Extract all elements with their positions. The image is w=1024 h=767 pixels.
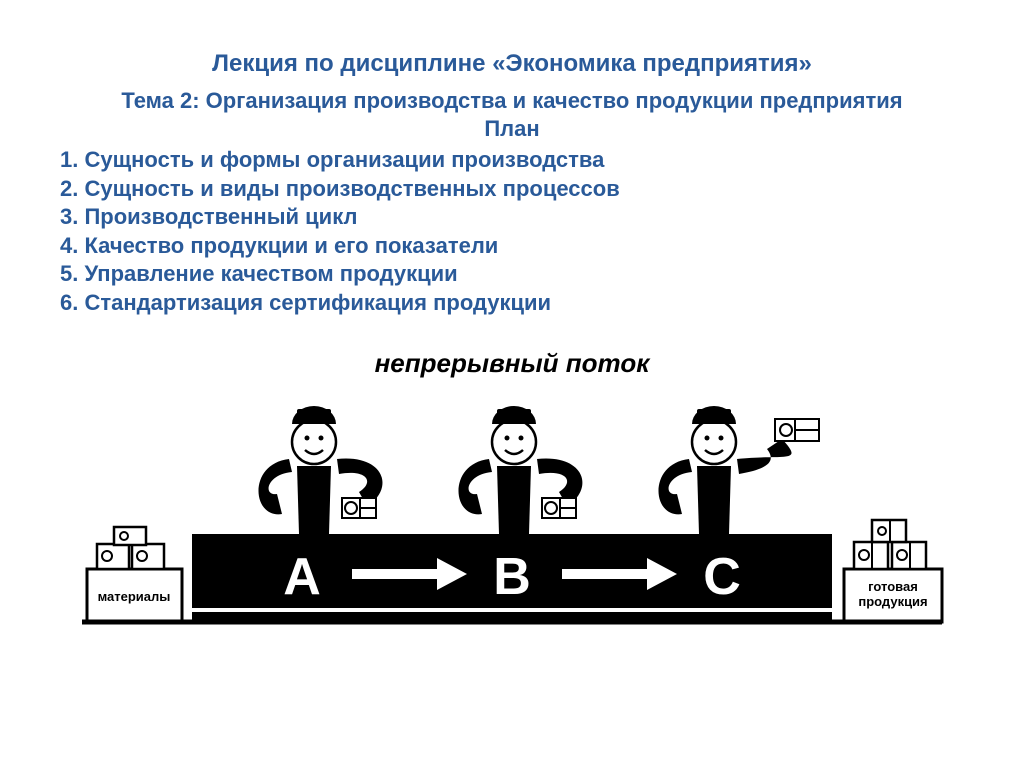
plan-item: 1. Сущность и формы организации производ… [60,146,964,175]
plan-item: 2. Сущность и виды производственных проц… [60,175,964,204]
materials-box-icon: материалы [87,527,182,622]
worker-icon [658,406,819,534]
station-label: С [703,548,741,606]
finished-label-line2: продукция [858,594,927,609]
flow-svg: А В С материалы [72,394,952,674]
lecture-title: Лекция по дисциплине «Экономика предприя… [60,50,964,78]
materials-label: материалы [98,589,171,604]
finished-box-icon: готовая продукция [844,520,942,622]
lecture-subtitle: Тема 2: Организация производства и качес… [60,88,964,114]
plan-item: 5. Управление качеством продукции [60,260,964,289]
station-label: А [283,548,321,606]
plan-item: 3. Производственный цикл [60,203,964,232]
finished-label-line1: готовая [868,579,918,594]
flow-diagram: непрерывный поток [72,348,952,679]
station-label: В [493,548,531,606]
plan-heading: План [60,116,964,142]
worker-icon [258,406,382,534]
plan-item: 6. Стандартизация сертификация продукции [60,289,964,318]
plan-list: 1. Сущность и формы организации производ… [60,146,964,318]
plan-item: 4. Качество продукции и его показатели [60,232,964,261]
worker-icon [458,406,582,534]
flow-title: непрерывный поток [72,348,952,379]
